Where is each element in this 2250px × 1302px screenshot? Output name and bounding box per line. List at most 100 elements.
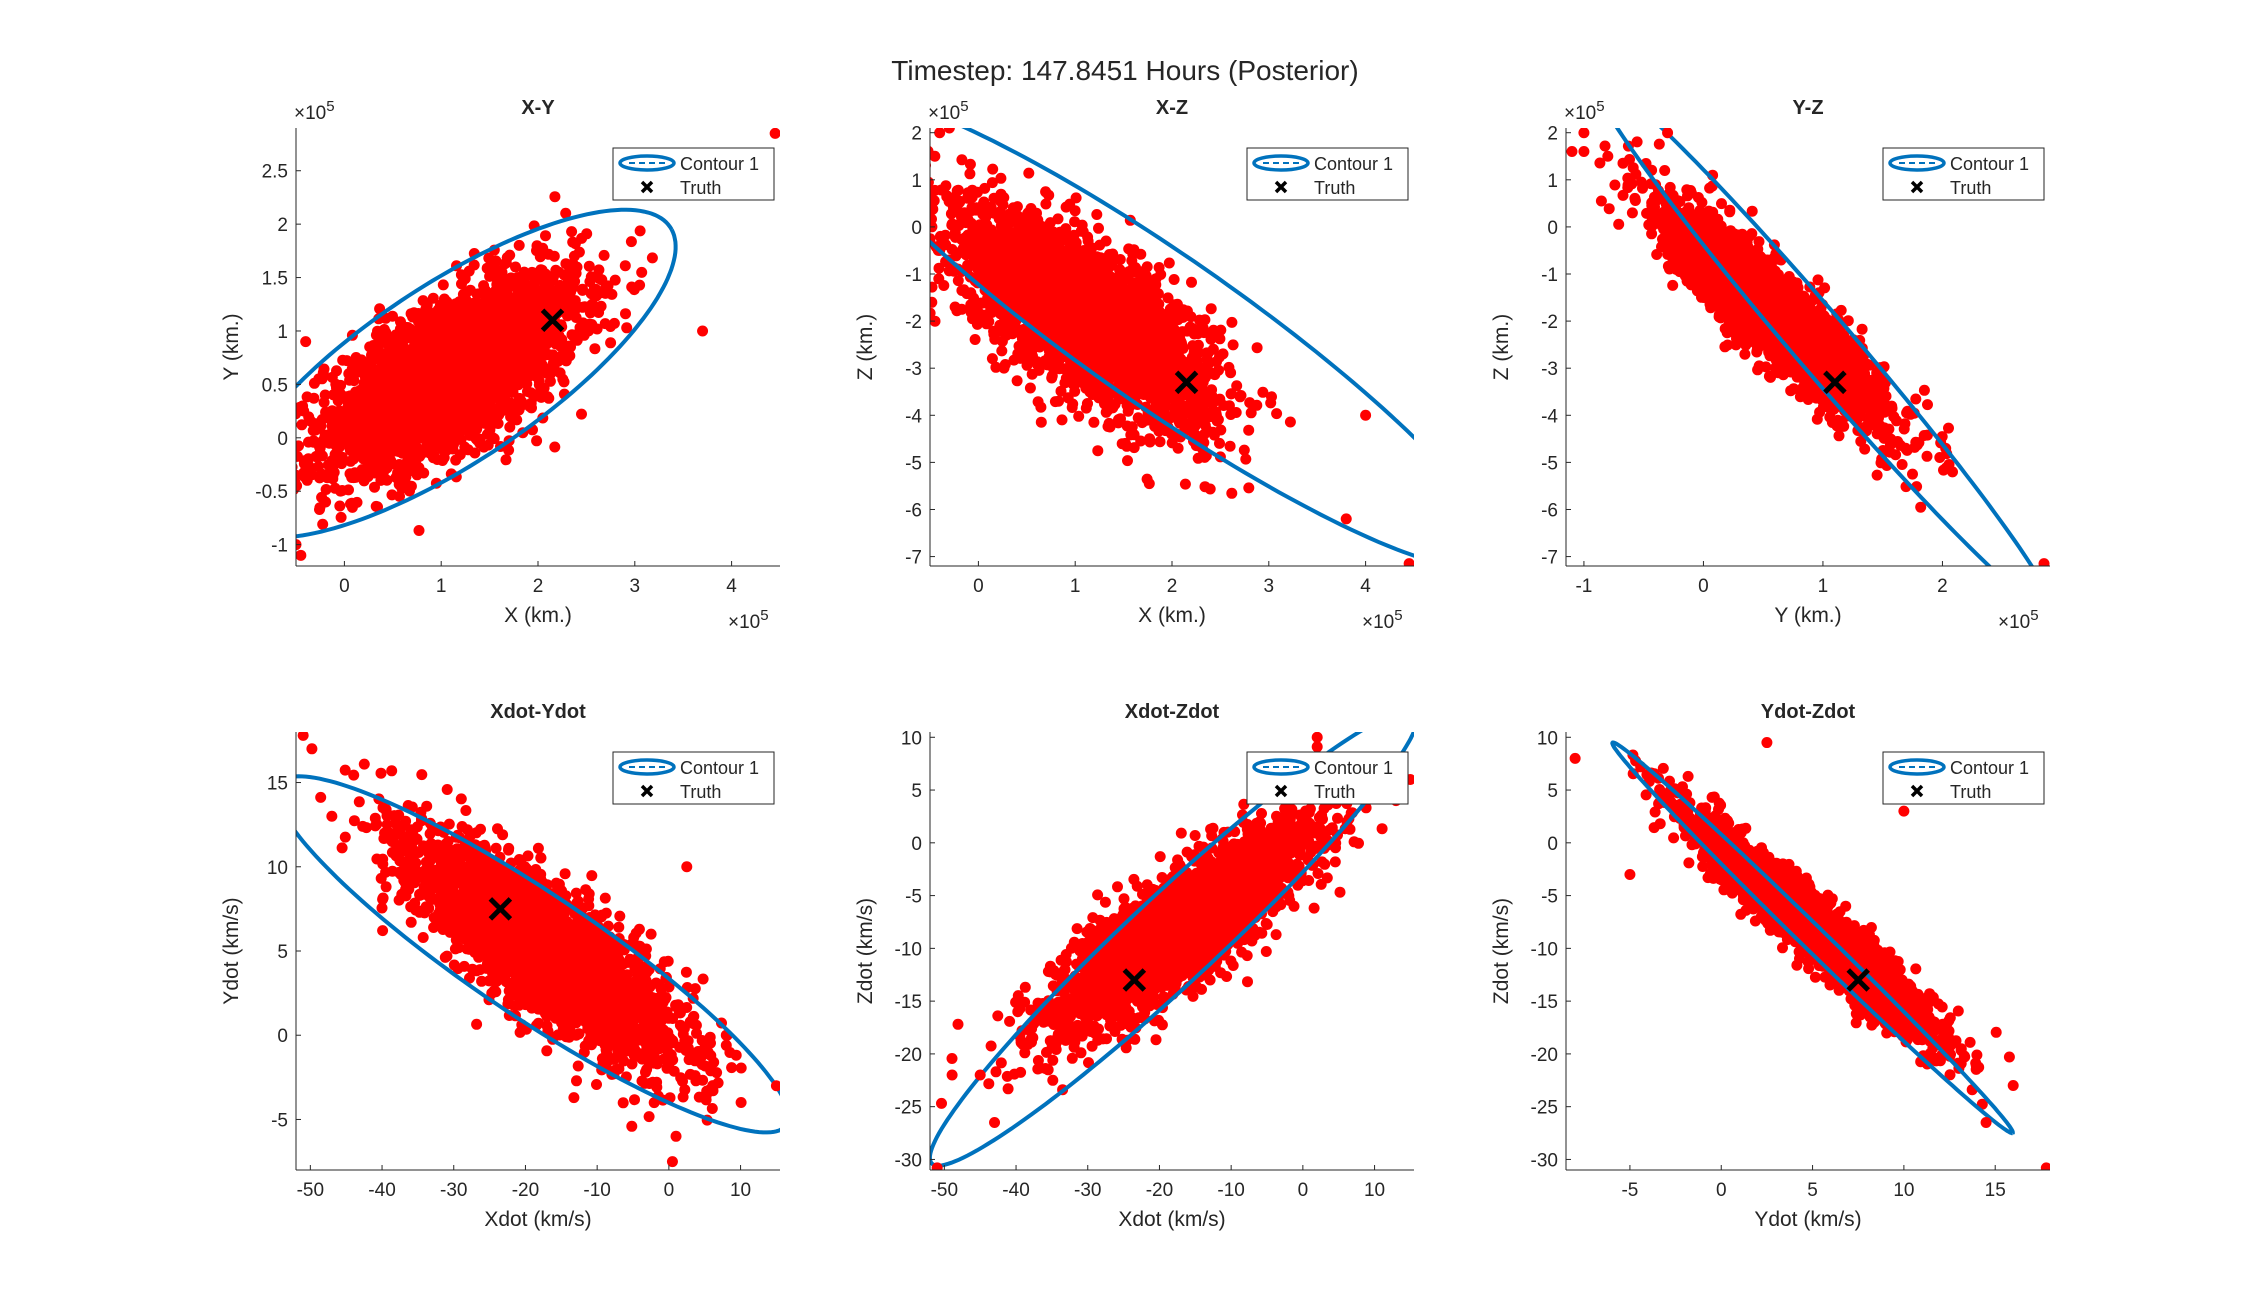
sample-point <box>447 323 458 335</box>
sample-point <box>548 361 560 373</box>
sample-point <box>336 485 348 496</box>
sample-point <box>852 235 863 246</box>
scatter-points <box>852 146 1296 499</box>
sample-point <box>930 315 941 327</box>
y-exponent-label: ×105 <box>294 98 335 124</box>
sample-point <box>589 343 601 355</box>
sample-point <box>374 441 386 453</box>
sample-point <box>583 260 595 272</box>
sample-point <box>272 465 283 476</box>
sample-point <box>512 290 524 302</box>
sample-point <box>367 399 379 411</box>
sample-point <box>318 396 330 408</box>
sample-point <box>256 402 267 413</box>
sample-point <box>577 317 589 329</box>
sample-point <box>1088 416 1100 428</box>
sample-point <box>1021 359 1033 371</box>
sample-point <box>1011 201 1023 213</box>
sample-point <box>1073 410 1085 422</box>
sample-point <box>513 310 525 322</box>
y-axis-label: Y (km.) <box>220 313 243 380</box>
sample-point <box>259 528 270 539</box>
sample-point <box>545 275 557 287</box>
sample-point <box>531 245 542 257</box>
sample-point <box>500 454 512 466</box>
sample-point <box>277 515 288 526</box>
sample-point <box>956 154 968 166</box>
sample-point <box>296 416 297 419</box>
sample-point <box>566 299 578 311</box>
sample-point <box>608 317 620 329</box>
sample-point <box>869 224 880 235</box>
sample-point <box>549 441 561 453</box>
sample-point <box>373 411 384 423</box>
sample-point <box>560 258 572 270</box>
sample-point <box>1204 483 1216 495</box>
x-tick-label: 2 <box>533 576 544 597</box>
outlier-point <box>769 128 780 139</box>
sample-point <box>599 318 611 330</box>
x-tick-label: 0 <box>339 576 350 597</box>
sample-point <box>636 266 648 278</box>
sample-point <box>578 329 590 341</box>
sample-point <box>377 470 389 482</box>
sample-point <box>379 373 391 385</box>
sample-point <box>335 511 347 523</box>
sample-point <box>484 408 496 420</box>
sample-point <box>539 349 551 361</box>
sample-point <box>520 297 532 309</box>
sample-point <box>548 353 560 365</box>
y-tick-label: -0.5 <box>255 482 288 503</box>
sample-point <box>433 379 444 391</box>
sample-point <box>316 414 328 425</box>
sample-point <box>400 440 412 452</box>
sample-point <box>249 457 260 468</box>
sample-point <box>1284 416 1296 428</box>
sample-point <box>323 407 335 419</box>
sample-point <box>412 311 424 323</box>
sample-point <box>481 428 493 440</box>
sample-point <box>467 304 479 316</box>
x-tick-label: 4 <box>726 576 737 597</box>
sample-point <box>893 158 904 169</box>
sample-point <box>437 279 449 291</box>
sample-point <box>364 341 376 353</box>
y-tick-label: 0 <box>277 429 288 450</box>
sample-point <box>379 401 391 413</box>
sample-point <box>314 504 325 515</box>
sample-point <box>916 242 927 253</box>
sample-point <box>326 469 338 481</box>
sample-point <box>571 261 583 273</box>
sample-point <box>896 213 907 224</box>
sample-point <box>969 334 981 345</box>
sample-point <box>335 379 347 391</box>
sample-point <box>1179 478 1191 490</box>
sample-point <box>560 207 572 219</box>
sample-point <box>414 450 426 462</box>
sample-point <box>348 391 360 403</box>
sample-point <box>494 290 506 302</box>
sample-point <box>399 377 411 389</box>
sample-point <box>356 448 368 460</box>
sample-point <box>357 418 369 430</box>
sample-point <box>469 354 480 366</box>
sample-point <box>506 352 517 364</box>
sample-point <box>400 333 412 344</box>
sample-point <box>399 357 411 368</box>
sample-point <box>495 273 507 285</box>
sample-point <box>469 447 481 459</box>
sample-point <box>308 377 320 389</box>
sample-point <box>412 407 424 418</box>
sample-point <box>1052 213 1064 225</box>
sample-point <box>296 440 304 452</box>
sample-point <box>1040 198 1052 210</box>
sample-point <box>1081 398 1093 410</box>
sample-point <box>277 457 288 468</box>
sample-point <box>490 255 502 267</box>
sample-point <box>524 400 536 412</box>
sample-point <box>914 205 925 216</box>
outlier-point <box>296 469 302 481</box>
sample-point <box>255 525 266 536</box>
sample-point <box>579 301 591 313</box>
